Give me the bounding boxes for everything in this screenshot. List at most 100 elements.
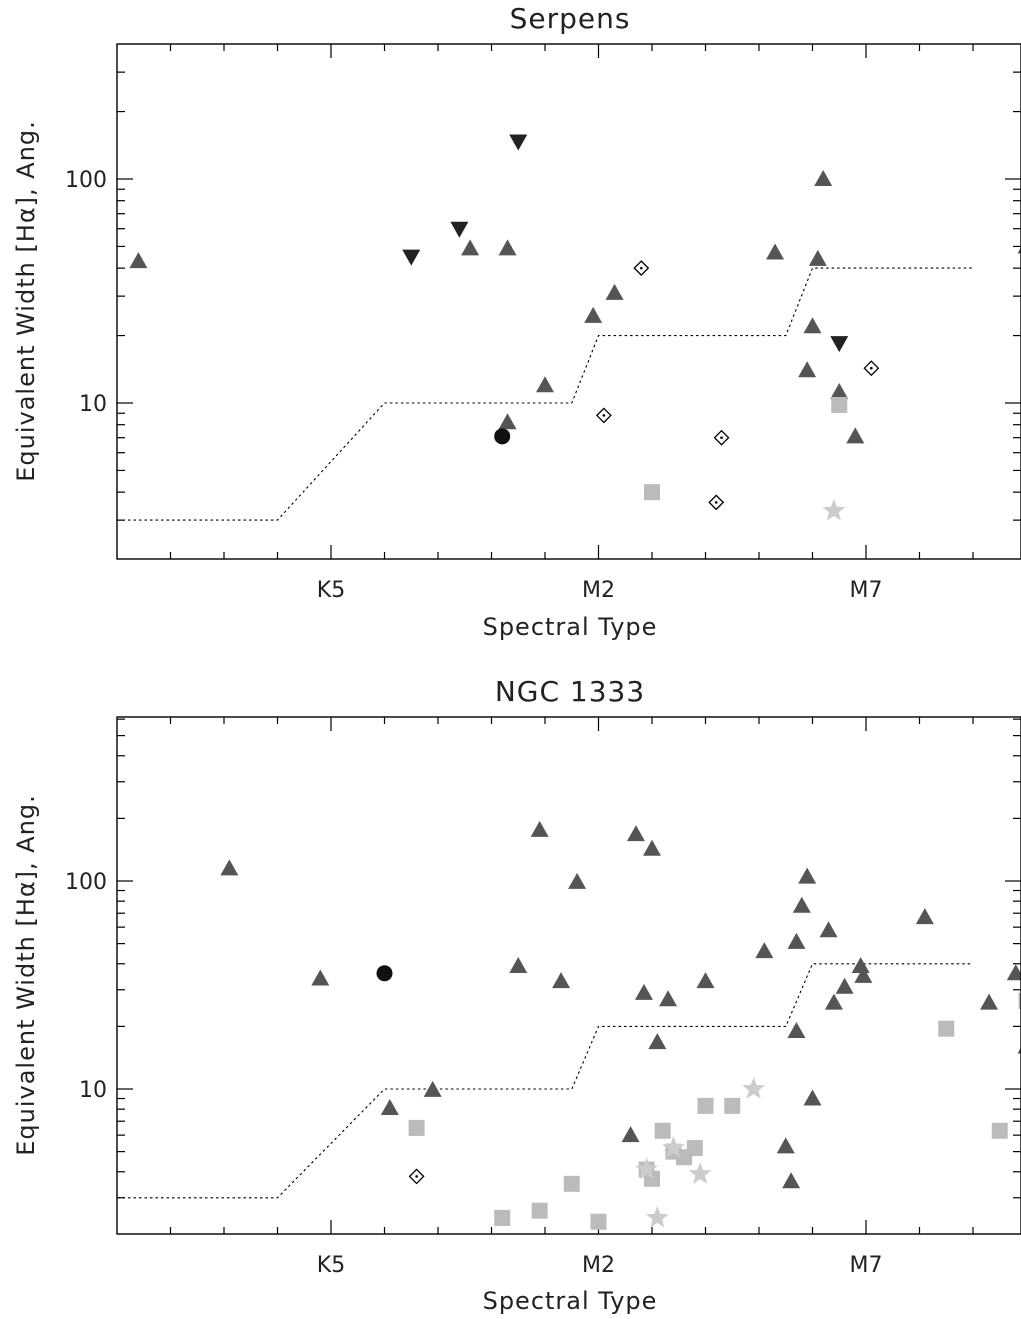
data-point-triangle-up xyxy=(626,825,645,842)
data-point-star xyxy=(645,1205,669,1228)
chart-title: Serpens xyxy=(510,2,631,35)
x-axis-label: Spectral Type xyxy=(483,1287,658,1315)
data-point-square xyxy=(494,1209,511,1226)
data-point-square xyxy=(991,1122,1008,1139)
data-point-triangle-up xyxy=(423,1080,442,1097)
data-point-square xyxy=(1018,992,1021,1009)
data-point-triangle-up xyxy=(830,382,849,399)
data-point-star xyxy=(822,498,846,521)
y-tick-label: 100 xyxy=(65,168,107,193)
panel-serpens: Serpens Spectral Type Equivalent Width [… xyxy=(12,2,1021,641)
data-point-triangle-up xyxy=(605,283,624,300)
y-tick-label: 10 xyxy=(79,392,107,417)
data-point-triangle-up xyxy=(915,908,934,925)
data-point-triangle-up xyxy=(634,983,653,1000)
data-point-triangle-up xyxy=(311,969,330,986)
data-point-triangle-up xyxy=(461,239,480,256)
data-point-triangle-up xyxy=(643,839,661,856)
data-point-diamond-dot xyxy=(863,360,880,377)
data-point-triangle-up xyxy=(814,170,833,186)
data-point-triangle-up xyxy=(803,1089,822,1106)
plot-frame xyxy=(116,716,1021,1235)
data-point-square xyxy=(697,1097,714,1114)
axis-ticks: K5 M2 M7 10 100 xyxy=(65,44,1021,603)
data-point-triangle-up xyxy=(498,239,517,256)
data-point-square xyxy=(686,1140,703,1157)
data-point-triangle-up xyxy=(498,413,517,430)
x-axis-label: Spectral Type xyxy=(483,613,658,641)
data-point-triangle-up xyxy=(787,1022,806,1039)
data-point-triangle-up xyxy=(755,942,774,959)
axis-ticks: K5 M2 M7 10 100 xyxy=(65,717,1021,1278)
data-point-triangle-up xyxy=(798,361,817,378)
x-tick-label: M7 xyxy=(850,578,883,603)
data-point-triangle-up xyxy=(220,859,239,876)
data-point-triangle-up xyxy=(568,872,587,889)
data-point-square xyxy=(724,1097,741,1114)
data-point-triangle-up xyxy=(1006,964,1021,981)
data-point-star xyxy=(635,1157,659,1180)
data-point-triangle-up xyxy=(819,921,838,938)
chart-title: NGC 1333 xyxy=(495,675,645,708)
data-point-triangle-up xyxy=(803,317,822,334)
y-tick-label: 10 xyxy=(79,1078,107,1103)
x-tick-label: K5 xyxy=(317,1253,345,1278)
data-point-star xyxy=(662,1136,685,1158)
data-point-triangle-up xyxy=(851,957,870,974)
data-point-triangle-down xyxy=(450,221,469,238)
data-point-triangle-up xyxy=(696,972,715,989)
data-point-triangle-up xyxy=(980,993,999,1010)
data-point-triangle-up xyxy=(846,427,865,444)
data-point-triangle-up xyxy=(509,957,528,974)
data-point-triangle-up xyxy=(621,1126,640,1143)
data-point-square xyxy=(644,484,660,501)
data-point-square xyxy=(563,1175,580,1192)
data-point-triangle-up xyxy=(648,1033,667,1050)
y-axis-label: Equivalent Width [Hα], Ang. xyxy=(12,794,40,1156)
data-point-circle xyxy=(494,428,511,445)
data-point-diamond-dot xyxy=(708,494,725,511)
data-point-square xyxy=(654,1122,671,1139)
x-tick-label: M7 xyxy=(850,1253,883,1278)
data-point-triangle-up xyxy=(824,993,843,1010)
data-point-triangle-up xyxy=(787,932,806,949)
x-tick-label: M2 xyxy=(582,1253,615,1278)
x-tick-label: K5 xyxy=(317,578,345,603)
threshold-line xyxy=(117,963,973,1199)
data-point-square xyxy=(831,396,848,413)
data-point-triangle-up xyxy=(536,376,554,393)
data-points xyxy=(129,134,1021,521)
data-point-triangle-up xyxy=(552,972,571,989)
data-point-triangle-up xyxy=(854,966,873,983)
data-point-triangle-down xyxy=(402,249,421,266)
data-point-triangle-up xyxy=(659,990,678,1007)
data-point-star xyxy=(742,1077,766,1099)
data-points xyxy=(220,820,1021,1230)
data-point-triangle-down xyxy=(509,134,528,151)
data-point-star xyxy=(688,1162,712,1184)
threshold-line xyxy=(117,267,973,521)
data-point-diamond-dot xyxy=(595,407,612,424)
data-point-circle xyxy=(376,965,393,982)
data-point-triangle-up xyxy=(1017,247,1021,254)
data-point-triangle-up xyxy=(584,306,603,323)
data-point-triangle-up xyxy=(380,1099,399,1116)
data-point-triangle-up xyxy=(808,249,827,266)
panel-ngc1333: NGC 1333 Spectral Type Equivalent Width … xyxy=(12,675,1021,1315)
data-point-triangle-up xyxy=(129,252,148,269)
data-point-triangle-up xyxy=(766,243,785,260)
data-point-triangle-up xyxy=(835,977,854,994)
plot-frame xyxy=(116,43,1021,560)
x-tick-label: M2 xyxy=(582,578,615,603)
y-axis-label: Equivalent Width [Hα], Ang. xyxy=(12,120,40,482)
y-tick-label: 100 xyxy=(65,870,107,895)
data-point-diamond-dot xyxy=(408,1168,425,1185)
data-point-square xyxy=(590,1213,607,1230)
data-point-triangle-down xyxy=(830,336,849,353)
data-point-triangle-up xyxy=(782,1172,801,1189)
data-point-square xyxy=(531,1202,548,1219)
data-point-diamond-dot xyxy=(713,429,730,446)
data-point-square xyxy=(408,1119,425,1136)
data-point-diamond-dot xyxy=(633,260,650,277)
